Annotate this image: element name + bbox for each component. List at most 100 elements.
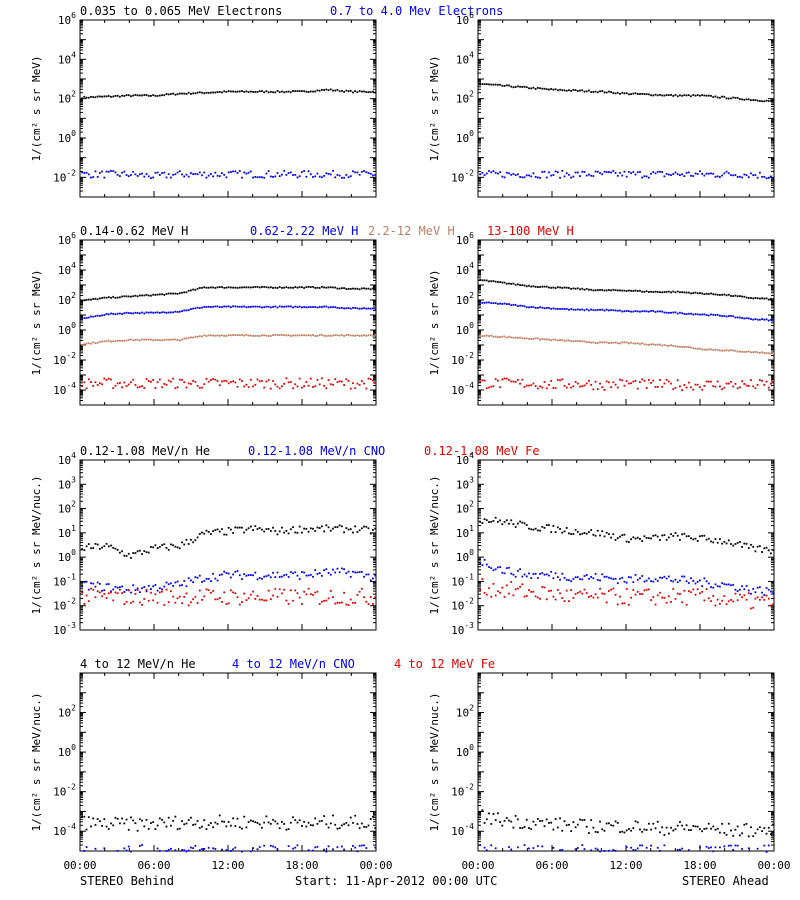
data-point: [103, 340, 106, 343]
data-point: [132, 600, 135, 603]
data-point: [345, 603, 348, 606]
data-point: [576, 576, 579, 579]
data-point: [216, 174, 219, 177]
data-point: [614, 820, 617, 823]
data-point: [214, 848, 217, 850]
data-point: [612, 587, 615, 590]
data-point: [745, 98, 748, 101]
data-point: [87, 816, 90, 819]
data-point: [554, 572, 557, 575]
data-point: [528, 827, 530, 829]
data-point: [205, 529, 208, 532]
data-point: [336, 307, 339, 309]
data-point: [583, 384, 586, 387]
data-point: [294, 305, 297, 308]
data-point: [732, 349, 735, 352]
data-point: [305, 286, 308, 288]
data-point: [90, 587, 92, 590]
data-point: [741, 350, 743, 353]
data-point: [323, 89, 326, 91]
data-point: [249, 286, 252, 289]
data-point: [747, 589, 750, 592]
data-point: [652, 94, 655, 97]
data-point: [158, 94, 161, 97]
data-point: [556, 826, 559, 829]
data-point: [281, 592, 283, 595]
data-point: [710, 827, 712, 830]
data-point: [338, 307, 341, 309]
data-point: [676, 290, 679, 293]
data-point: [325, 599, 328, 602]
data-point: [194, 172, 197, 175]
data-point: [312, 575, 314, 578]
data-point: [705, 292, 708, 295]
data-point: [528, 847, 530, 850]
data-point: [358, 827, 361, 830]
data-point: [369, 91, 372, 94]
data-point: [508, 378, 510, 381]
data-point: [554, 338, 557, 341]
data-point: [309, 527, 312, 530]
data-point: [525, 174, 528, 177]
data-point: [676, 534, 679, 537]
data-point: [712, 541, 715, 544]
data-point: [652, 379, 655, 382]
data-point: [192, 173, 195, 176]
data-point: [510, 336, 513, 339]
data-point: [572, 596, 575, 599]
data-point: [554, 387, 557, 390]
data-point: [645, 846, 648, 849]
data-point: [752, 297, 755, 300]
data-point: [510, 519, 513, 522]
data-point: [372, 528, 374, 531]
data-point: [103, 818, 106, 820]
data-point: [85, 171, 88, 174]
data-point: [276, 848, 279, 851]
data-point: [548, 383, 550, 386]
data-point: [503, 521, 506, 523]
data-point: [127, 94, 130, 97]
data-point: [727, 382, 730, 385]
data-point: [736, 844, 739, 847]
data-point: [314, 306, 317, 308]
data-point: [292, 174, 294, 176]
data-point: [747, 547, 750, 550]
data-point: [559, 817, 561, 820]
data-point: [730, 174, 732, 176]
data-point: [298, 286, 301, 289]
data-point: [721, 95, 724, 98]
data-point: [514, 381, 517, 383]
data-point: [336, 827, 339, 830]
data-point: [336, 287, 339, 290]
data-point: [287, 845, 290, 847]
data-point: [485, 593, 488, 596]
data-point: [203, 171, 206, 174]
data-point: [349, 175, 352, 178]
data-point: [556, 589, 559, 591]
data-point: [238, 286, 241, 289]
data-point: [114, 171, 117, 174]
data-point: [550, 380, 553, 382]
data-point: [130, 95, 132, 98]
data-point: [545, 307, 548, 309]
data-point: [221, 848, 223, 851]
data-point: [565, 386, 568, 389]
data-point: [612, 578, 615, 581]
data-point: [336, 334, 339, 337]
data-point: [245, 334, 248, 336]
data-point: [114, 816, 117, 819]
data-point: [94, 170, 97, 173]
data-point: [521, 304, 524, 307]
data-point: [750, 297, 752, 299]
data-point: [718, 831, 721, 834]
data-point: [512, 523, 515, 525]
data-point: [679, 821, 681, 823]
data-point: [687, 94, 690, 97]
data-point: [96, 543, 99, 546]
data-point: [201, 531, 203, 534]
data-point: [174, 338, 177, 341]
data-point: [696, 347, 699, 350]
data-point: [650, 828, 652, 831]
data-point: [107, 170, 110, 173]
data-point: [583, 309, 586, 312]
